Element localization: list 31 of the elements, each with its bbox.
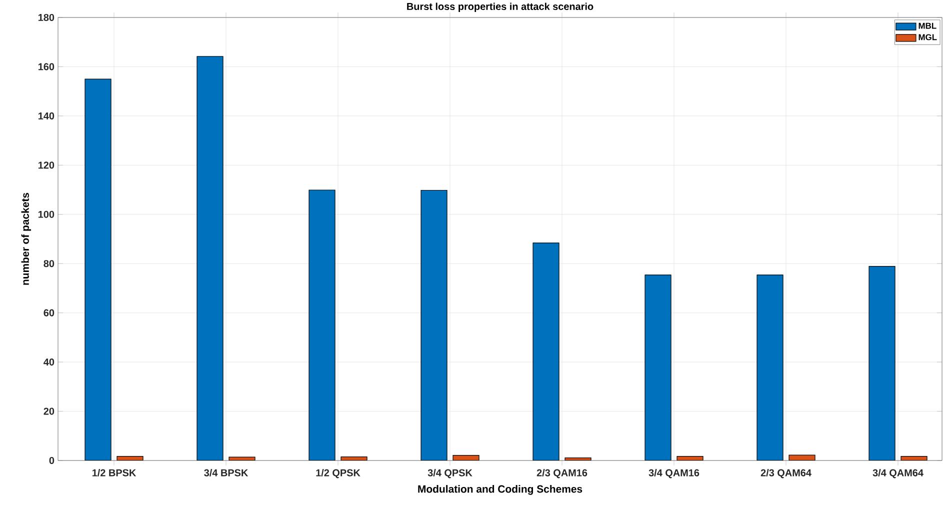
bar (84, 78, 112, 460)
bar (420, 190, 448, 460)
y-tick-label: 60 (44, 309, 54, 316)
bar (868, 266, 896, 460)
bar (756, 274, 784, 460)
y-tick-label: 160 (38, 63, 54, 70)
x-tick-label: 1/2 BPSK (92, 469, 136, 476)
x-tick-label: 3/4 QPSK (428, 469, 472, 478)
y-tick-label: 20 (44, 408, 54, 415)
x-tick-label: 2/3 QAM64 (760, 469, 812, 478)
bar (308, 190, 336, 460)
y-axis-title: number of packets (21, 192, 32, 285)
x-axis-title: Modulation and Coding Schemes (418, 485, 582, 495)
y-tick-label: 0 (49, 456, 54, 464)
bar (644, 274, 672, 460)
x-tick-label: 3/4 QAM64 (872, 469, 924, 478)
y-tick-label: 100 (38, 210, 54, 218)
legend-label: MGL (918, 34, 937, 40)
y-tick-label: 180 (38, 14, 54, 22)
legend-label: MBL (918, 22, 936, 29)
x-tick-label: 2/3 QAM16 (536, 469, 588, 478)
x-tick-label: 3/4 BPSK (204, 469, 248, 476)
bar (196, 56, 224, 460)
y-tick-label: 40 (44, 358, 54, 366)
chart-title: Burst loss properties in attack scenario (407, 2, 594, 12)
y-tick-label: 120 (38, 162, 54, 169)
x-tick-label: 3/4 QAM16 (648, 469, 700, 478)
y-tick-label: 140 (38, 112, 54, 120)
bar (532, 242, 560, 460)
x-tick-label: 1/2 QPSK (316, 469, 360, 478)
y-tick-label: 80 (44, 260, 54, 268)
